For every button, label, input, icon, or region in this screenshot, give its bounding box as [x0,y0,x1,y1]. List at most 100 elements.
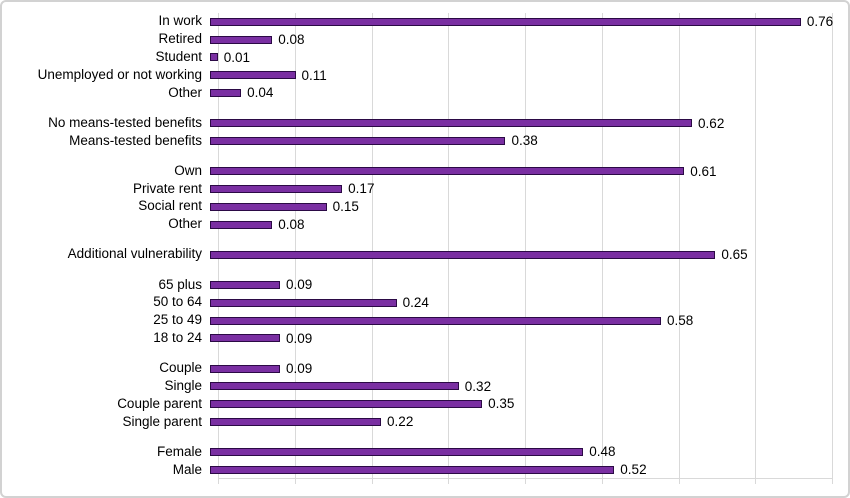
bar-track: 0.65 [210,246,832,264]
bar-row: Additional vulnerability 0.65 [2,246,832,264]
category-label: 25 to 49 [153,312,202,328]
bar-track: 0.09 [210,330,832,348]
bar [210,53,218,62]
axis-tick [525,479,526,484]
bar-row: Couple 0.09 [2,360,832,378]
value-label: 0.04 [247,85,274,101]
category-label: Additional vulnerability [67,246,202,262]
value-label: 0.35 [488,396,515,412]
value-label: 0.17 [348,181,375,197]
category-label: In work [158,13,202,29]
value-label: 0.48 [589,444,616,460]
bar-track: 0.17 [210,180,832,198]
bar [210,17,801,26]
group-spacer [2,234,832,246]
bar-track: 0.08 [210,31,832,49]
group-spacer [2,102,832,114]
value-label: 0.11 [301,67,327,83]
bar-track: 0.61 [210,162,832,180]
bar-row: 65 plus 0.09 [2,276,832,294]
axis-tick [371,479,373,484]
bar-track: 0.76 [210,13,834,31]
bar-row: In work 0.76 [2,13,834,31]
bar-row: Single 0.32 [2,378,832,396]
bar [210,465,615,474]
bar-track: 0.32 [210,378,832,396]
group-spacer [2,150,832,162]
category-label: Retired [158,31,202,47]
bar-track: 0.58 [210,312,832,330]
plot-area [218,13,833,484]
bar [210,185,343,194]
bar [210,167,685,176]
category-label: 65 plus [158,276,202,292]
value-label: 0.62 [698,115,725,131]
bar-row: Male 0.52 [2,461,832,479]
bar-row: Female 0.48 [2,443,832,461]
value-label: 0.09 [285,277,313,293]
bar [210,35,273,44]
group-spacer [2,431,832,443]
category-label: Couple parent [117,395,202,411]
axis-tick [218,479,219,484]
value-label: 0.76 [806,14,834,30]
bar-track: 0.52 [210,461,832,479]
category-label: Means-tested benefits [69,132,202,148]
category-label: Other [168,84,202,100]
axis-tick [448,479,450,484]
bar-track: 0.15 [210,198,832,216]
bar-track: 0.04 [210,84,832,102]
y-axis-line [218,13,219,479]
bar [210,119,693,128]
bar [210,382,459,391]
bar-track: 0.01 [210,49,832,67]
value-label: 0.65 [721,247,748,263]
value-label: 0.09 [285,330,313,346]
bar-rows: In work 0.76 Retired 0.08 Student 0.01 Unemplo… [2,13,834,479]
value-label: 0.52 [620,462,647,478]
bar-row: Student 0.01 [2,49,832,67]
bar-track: 0.62 [210,114,832,132]
bar [210,89,242,98]
value-label: 0.61 [690,163,717,179]
category-label: Own [174,162,202,178]
axis-tick [755,479,757,484]
bar-row: Couple parent 0.35 [2,395,832,413]
bar-row: No means-tested benefits 0.62 [2,114,832,132]
bar-row: 25 to 49 0.58 [2,312,832,330]
gridline [755,13,757,479]
category-label: 50 to 64 [153,294,202,310]
gridline [294,13,296,479]
gridline [525,13,526,479]
bar-track: 0.48 [210,443,832,461]
gridline [832,13,833,479]
value-label: 0.01 [223,49,251,65]
bar-track: 0.24 [210,294,832,312]
bar-track: 0.22 [210,413,832,431]
category-label: Male [172,461,202,477]
value-label: 0.08 [278,216,305,232]
value-label: 0.08 [278,31,305,47]
bar [210,448,584,457]
category-label: Unemployed or not working [37,66,202,82]
category-label: No means-tested benefits [48,114,202,130]
value-label: 0.22 [387,414,414,430]
bar [210,250,716,259]
bar [210,71,296,80]
bar-row: Other 0.08 [2,216,832,234]
axis-tick [832,479,833,484]
category-label: 18 to 24 [153,329,202,345]
category-label: Student [155,49,202,65]
category-label: Single [164,377,202,393]
category-label: Private rent [132,180,202,196]
bar [210,298,397,307]
bar-row: Single parent 0.22 [2,413,832,431]
value-label: 0.09 [285,360,313,376]
bar-row: 50 to 64 0.24 [2,294,832,312]
bar-track: 0.09 [210,276,832,294]
gridline [678,13,680,479]
bar [210,364,280,373]
gridline [601,13,603,479]
group-spacer [2,347,832,359]
